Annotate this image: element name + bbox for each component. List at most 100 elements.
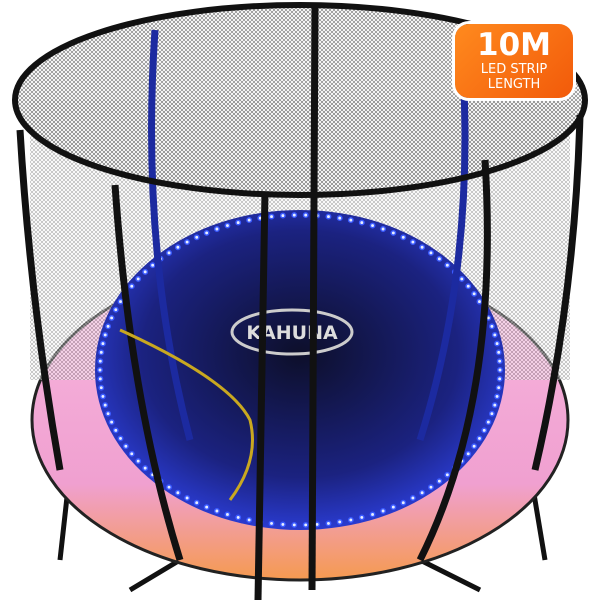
led-dot xyxy=(471,290,478,297)
led-dot xyxy=(235,514,242,521)
led-dot xyxy=(184,494,191,501)
led-dot xyxy=(325,520,332,527)
led-dot xyxy=(97,375,104,382)
led-dot xyxy=(488,410,495,417)
frame-legs xyxy=(57,469,548,593)
led-dot xyxy=(246,516,253,523)
led-dot xyxy=(224,511,231,518)
led-dot xyxy=(400,499,407,506)
led-dot xyxy=(495,349,502,356)
led-dot xyxy=(444,262,451,269)
led-dot xyxy=(97,367,103,373)
led-dot xyxy=(497,367,503,373)
led-dot xyxy=(409,494,416,501)
cable xyxy=(119,328,254,501)
led-dot xyxy=(390,229,397,236)
led-dot xyxy=(400,234,407,241)
led-dot xyxy=(203,504,210,511)
led-dot xyxy=(108,419,115,426)
top-ring xyxy=(12,2,588,198)
led-dot xyxy=(174,489,181,496)
led-strip xyxy=(97,212,503,528)
led-dot xyxy=(291,212,298,219)
led-dot xyxy=(494,393,501,400)
led-dot xyxy=(496,358,503,365)
led-dot xyxy=(358,514,365,521)
led-dot xyxy=(471,443,478,450)
led-dot xyxy=(336,518,343,525)
led-dot xyxy=(99,393,106,400)
led-dot xyxy=(112,427,119,434)
led-dot xyxy=(203,229,210,236)
badge-line1: LED STRIP xyxy=(480,62,548,77)
led-dot xyxy=(213,508,220,514)
led-dot xyxy=(302,521,309,528)
led-dot xyxy=(174,244,181,251)
led-dot xyxy=(279,212,286,219)
led-dot xyxy=(488,323,495,330)
led-dot xyxy=(428,249,434,256)
led-dot xyxy=(485,419,492,426)
led-dot xyxy=(213,226,220,232)
led-dot xyxy=(99,340,106,347)
led-dot xyxy=(491,402,498,409)
led-dot xyxy=(184,239,191,246)
led-dot xyxy=(496,375,503,382)
led-dot xyxy=(494,340,501,347)
led-dot xyxy=(369,511,376,518)
led-dot xyxy=(369,222,376,229)
led-dot xyxy=(102,402,109,409)
led-dot xyxy=(347,516,354,523)
led-dot xyxy=(193,234,200,241)
led-dot xyxy=(105,410,112,417)
badge-line2: LENGTH xyxy=(487,77,541,92)
led-dot xyxy=(268,520,275,527)
led-dot xyxy=(128,450,135,457)
led-dot xyxy=(142,268,149,275)
led-dot xyxy=(97,358,104,365)
led-dot xyxy=(135,275,142,282)
led-dot xyxy=(476,298,483,305)
led-dot xyxy=(117,435,124,442)
led-dot xyxy=(135,458,142,465)
led-dot xyxy=(409,239,416,246)
led-dot xyxy=(279,521,286,528)
led-dot xyxy=(428,484,434,491)
led-dot xyxy=(336,215,343,222)
led-dot xyxy=(105,323,112,330)
net-poles xyxy=(16,4,584,600)
led-dot xyxy=(117,298,124,305)
led-dot xyxy=(166,484,172,491)
led-dot xyxy=(347,217,354,224)
led-dot xyxy=(193,499,200,506)
led-dot xyxy=(112,306,119,313)
led-dot xyxy=(481,427,488,434)
led-dot xyxy=(419,489,426,496)
led-dot xyxy=(476,435,483,442)
led-dot xyxy=(390,504,397,511)
led-dot xyxy=(291,521,298,528)
led-dot xyxy=(358,219,365,226)
led-dot xyxy=(224,222,231,229)
led-dot xyxy=(458,275,465,282)
led-dot xyxy=(128,283,135,290)
led-dot xyxy=(98,349,105,356)
led-dot xyxy=(108,314,115,321)
led-dot xyxy=(380,508,387,514)
led-dot xyxy=(419,244,426,251)
led-dot xyxy=(166,249,172,256)
led-dot xyxy=(491,331,498,338)
led-dot xyxy=(246,217,253,224)
led-dot xyxy=(380,226,387,232)
led-dot xyxy=(149,262,156,269)
mat xyxy=(95,210,505,530)
led-dot xyxy=(122,443,129,450)
led-dot xyxy=(495,384,502,391)
led-dot xyxy=(235,219,242,226)
led-length-badge: 10M LED STRIP LENGTH xyxy=(455,24,573,98)
led-dot xyxy=(436,478,443,485)
led-dot xyxy=(302,212,309,219)
led-dot xyxy=(465,283,472,290)
badge-headline: 10M xyxy=(477,27,551,63)
